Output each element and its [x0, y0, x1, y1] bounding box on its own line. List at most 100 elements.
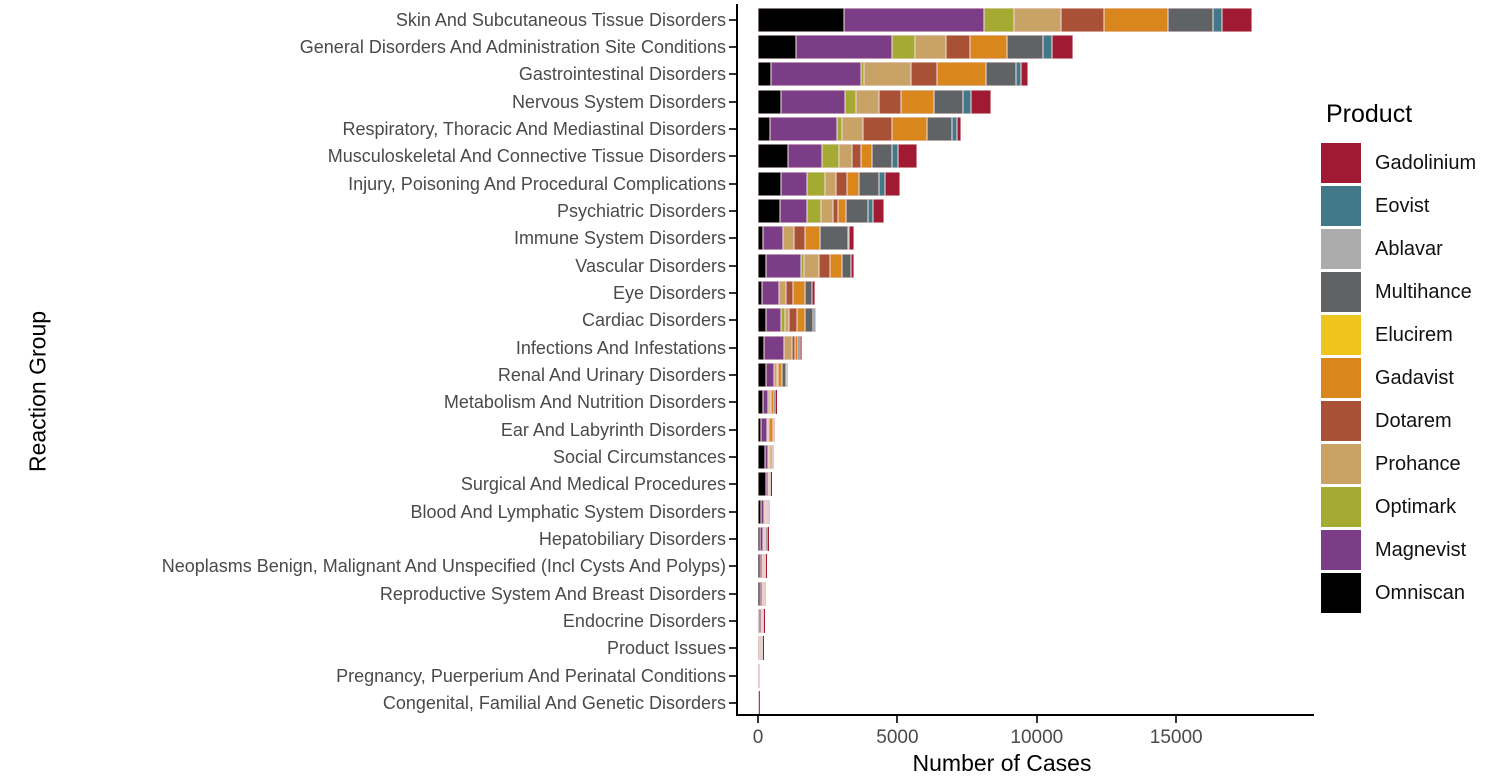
bar-segment-gadavist [797, 308, 805, 333]
bar-segment-dotarem [911, 62, 938, 87]
legend-label: Magnevist [1375, 539, 1467, 561]
bar-segment-optimark [837, 116, 843, 141]
bar-segment-omniscan [758, 390, 764, 415]
bar-segment-prohance [785, 308, 790, 333]
bar-segment-omniscan [758, 308, 767, 333]
bar-segment-gadolinium [851, 253, 854, 278]
bar-segment-gadavist [892, 116, 928, 141]
y-tick-mark [729, 701, 736, 704]
bar-segment-gadolinium [812, 280, 815, 305]
bar-segment-magnevist [781, 171, 808, 196]
category-label: Surgical And Medical Procedures [460, 474, 726, 495]
bar-segment-gadolinium [1021, 62, 1029, 87]
x-tick-label: 0 [752, 727, 764, 748]
bar-segment-omniscan [758, 444, 766, 469]
category-label: Endocrine Disorders [562, 610, 726, 631]
bar-segment-gadavist [766, 499, 769, 524]
bar-segment-optimark [892, 34, 915, 59]
category-label: Ear And Labyrinth Disorders [500, 419, 726, 440]
bar-row [758, 171, 900, 196]
bar-segment-omniscan [758, 116, 770, 141]
category-label: Respiratory, Thoracic And Mediastinal Di… [342, 118, 727, 139]
bar-row [758, 335, 802, 360]
category-label: Gastrointestinal Disorders [518, 64, 726, 85]
bar-segment-gadavist [768, 417, 774, 442]
legend-swatch-ablavar [1321, 229, 1361, 269]
bar-segment-magnevist [844, 7, 984, 32]
bar-segment-gadolinium [1222, 7, 1253, 32]
bar-segment-prohance [784, 335, 793, 360]
category-label: Injury, Poisoning And Procedural Complic… [348, 173, 726, 194]
x-axis-title: Number of Cases [912, 750, 1092, 776]
y-tick-mark [729, 264, 736, 267]
legend-label: Omniscan [1375, 582, 1466, 604]
bar-segment-dotarem [793, 226, 805, 251]
bar-segment-gadavist [1103, 7, 1169, 32]
legend-swatch-eovist [1321, 186, 1361, 226]
x-axis-line [736, 714, 1314, 716]
bar-segment-omniscan [758, 554, 760, 579]
x-tick-mark [1175, 716, 1178, 723]
bar-segment-prohance [761, 608, 762, 633]
bar-segment-dotarem [776, 362, 778, 387]
y-tick-mark [729, 100, 736, 103]
bar-segment-multihance [762, 636, 763, 661]
bar-segment-gadavist [901, 89, 935, 114]
bar-segment-dotarem [768, 472, 770, 497]
bar-segment-magnevist [759, 608, 762, 633]
bar-segment-gadolinium [775, 390, 777, 415]
y-tick-mark [729, 537, 736, 540]
legend-item: Multihance [1321, 272, 1489, 312]
bar-segment-magnevist [771, 62, 861, 87]
bar-segment-eovist [892, 144, 899, 169]
bar-segment-omniscan [758, 198, 780, 223]
legend-swatch-omniscan [1321, 573, 1361, 613]
legend-label: Gadolinium [1375, 152, 1477, 174]
bar-segment-prohance [764, 499, 767, 524]
bar-segment-prohance [766, 417, 768, 442]
bar-segment-optimark [807, 198, 821, 223]
category-label: Reproductive System And Breast Disorders [379, 583, 726, 604]
category-label: Immune System Disorders [513, 228, 726, 249]
bar-segment-gadolinium [765, 554, 767, 579]
legend-label: Gadavist [1375, 367, 1454, 389]
bar-row [758, 89, 992, 114]
legend-swatch-magnevist [1321, 530, 1361, 570]
bar-segment-multihance [768, 499, 770, 524]
legend-label: Multihance [1375, 281, 1472, 303]
bar-row [758, 280, 815, 305]
bar-segment-prohance [1013, 7, 1061, 32]
legend-swatch-prohance [1321, 444, 1361, 484]
bar-segment-gadavist [793, 280, 805, 305]
bar-segment-multihance [764, 554, 766, 579]
bar-segment-gadavist [795, 335, 798, 360]
category-label: Vascular Disorders [575, 255, 726, 276]
bar-segment-dotarem [763, 581, 764, 606]
bar-segment-magnevist [764, 335, 785, 360]
bar-segment-prohance [762, 554, 763, 579]
legend-item: Magnevist [1321, 530, 1489, 570]
bar-segment-prohance [825, 171, 837, 196]
bar-segment-prohance [856, 89, 879, 114]
bar-segment-multihance [797, 335, 801, 360]
bar-row [758, 390, 777, 415]
bar-segment-gadolinium [773, 444, 774, 469]
category-label: Metabolism And Nutrition Disorders [443, 392, 726, 413]
y-tick-mark [729, 592, 736, 595]
bar-segment-gadavist [860, 144, 873, 169]
bar-segment-gadavist [846, 171, 859, 196]
bar-segment-dotarem [819, 253, 830, 278]
bar-segment-omniscan [758, 608, 760, 633]
legend-label: Prohance [1375, 453, 1461, 475]
bar-segment-gadavist [771, 390, 774, 415]
bar-segment-omniscan [758, 335, 765, 360]
y-tick-mark [729, 373, 736, 376]
bar-segment-gadavist [763, 554, 765, 579]
bar-segment-prohance [768, 390, 771, 415]
x-tick-mark [896, 716, 899, 723]
bar-segment-gadavist [769, 472, 770, 497]
bar-row [758, 690, 760, 715]
bar-segment-omniscan [758, 636, 759, 661]
category-label: Pregnancy, Puerperium And Perinatal Cond… [336, 665, 726, 686]
bar-segment-multihance [1007, 34, 1044, 59]
